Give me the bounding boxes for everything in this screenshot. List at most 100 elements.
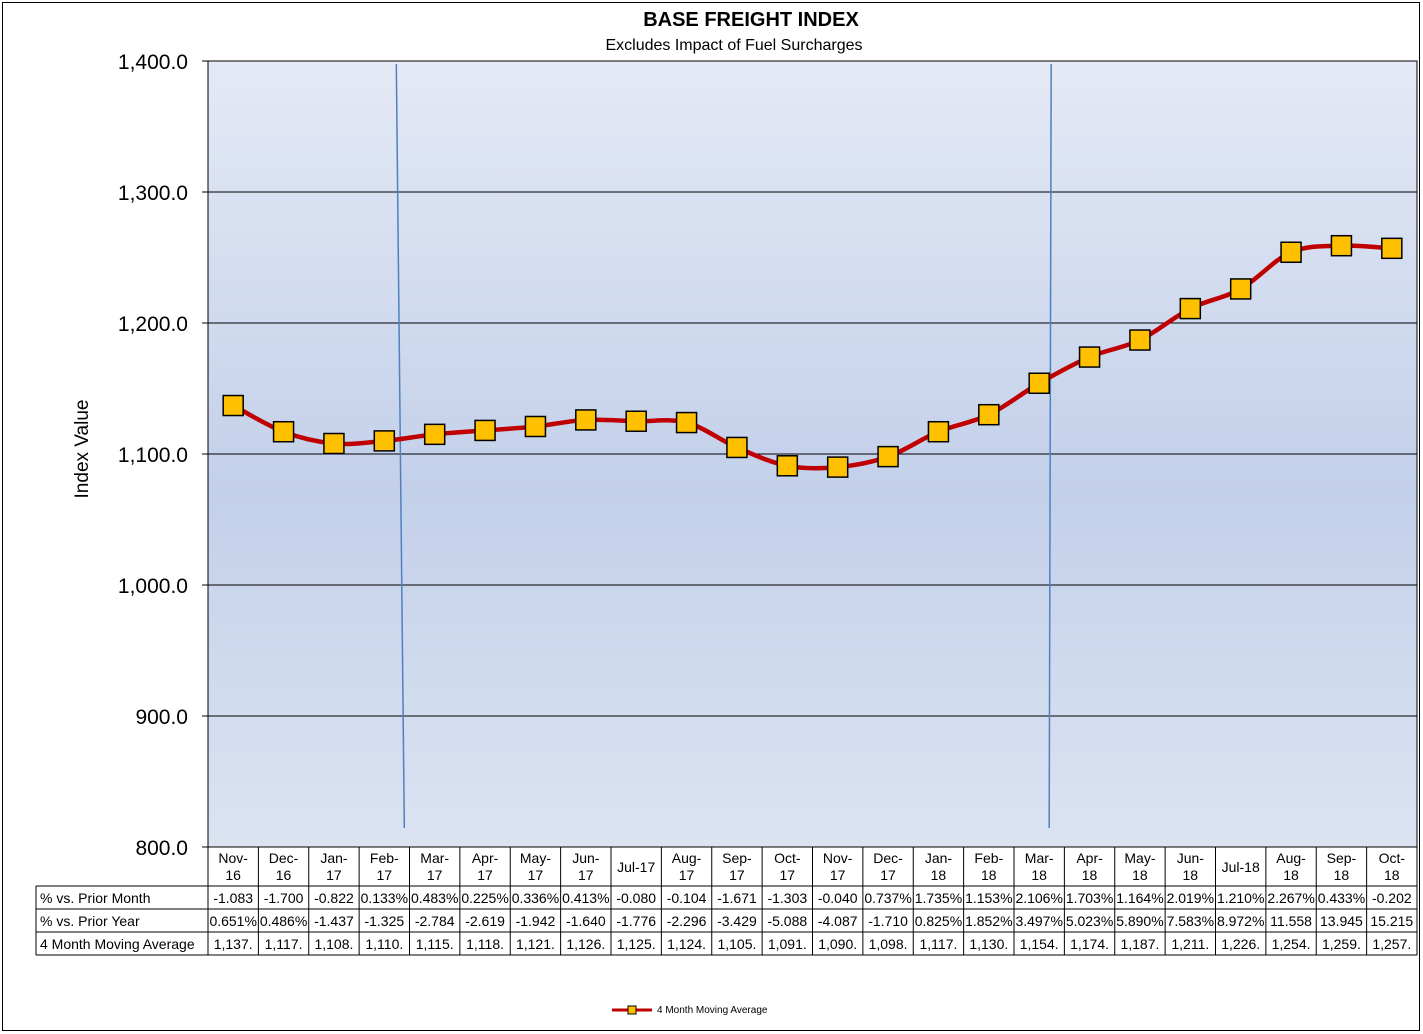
table-cell: 0.825% [915,913,962,929]
table-cell: 1,121. [516,936,555,952]
x-category-label: 18 [1031,867,1047,883]
table-cell: 1.153% [965,890,1012,906]
x-category-label: 18 [1334,867,1350,883]
data-point-marker [675,411,698,434]
table-cell: -1.083 [213,890,253,906]
x-category-label: Jul-18 [1222,859,1260,875]
table-cell: 0.225% [461,890,508,906]
x-category-label: May- [1124,850,1155,866]
data-point-marker [323,432,345,455]
table-cell: -0.040 [818,890,858,906]
table-cell: 2.019% [1167,890,1214,906]
x-category-label: Apr- [472,850,499,866]
x-category-label: 16 [225,867,241,883]
x-category-label: 17 [729,867,745,883]
x-category-label: 18 [981,867,997,883]
x-category-label: Sep- [1327,850,1357,866]
x-category-label: Aug- [672,850,702,866]
table-cell: 1,130. [969,936,1008,952]
table-cell: 1,174. [1070,936,1109,952]
table-cell: 1,124. [667,936,706,952]
table-cell: -1.325 [364,913,404,929]
table-cell: 3.497% [1015,913,1062,929]
table-row-label: 4 Month Moving Average [40,936,195,952]
x-category-label: Mar- [1025,850,1054,866]
x-category-label: 17 [880,867,896,883]
x-category-label: Apr- [1076,850,1103,866]
y-axis-label: Index Value [72,400,93,499]
data-point-marker [1179,297,1202,320]
table-cell: 0.737% [864,890,911,906]
table-cell: -1.710 [868,913,908,929]
table-cell: 1,117. [919,936,957,952]
x-category-label: 18 [1183,867,1199,883]
table-cell: 0.413% [562,890,609,906]
table-cell: -0.080 [616,890,656,906]
table-cell: -1.640 [566,913,606,929]
x-category-label: 18 [1283,867,1299,883]
legend-marker-swatch [627,1005,637,1015]
x-category-label: Jan- [320,850,348,866]
data-point-marker [927,420,950,443]
table-cell: -5.088 [767,913,807,929]
table-cell: 0.486% [260,913,307,929]
table-cell: 2.267% [1267,890,1314,906]
table-row-label: % vs. Prior Month [40,890,150,906]
table-cell: -1.942 [516,913,556,929]
x-category-label: May- [520,850,551,866]
table-cell: 5.890% [1116,913,1163,929]
table-cell: 2.106% [1015,890,1062,906]
y-tick-label: 900.0 [135,706,188,729]
table-cell: -2.296 [667,913,707,929]
table-cell: -2.784 [415,913,455,929]
table-cell: -4.087 [818,913,858,929]
data-point-marker [1229,278,1252,300]
data-point-marker [575,409,597,431]
table-cell: 1,154. [1020,936,1059,952]
table-cell: 15.215 [1370,913,1413,929]
table-cell: 1,257. [1372,936,1411,952]
x-category-label: Nov- [218,850,248,866]
x-category-label: Feb- [370,850,399,866]
data-point-marker [726,436,748,459]
data-point-marker [272,420,295,443]
table-cell: 1,126. [566,936,605,952]
table-cell: 1.852% [965,913,1012,929]
table-cell: 1,125. [617,936,656,952]
data-point-marker [978,403,1000,426]
x-category-label: Jan- [925,850,953,866]
data-point-marker [1078,346,1101,368]
x-category-label: 17 [578,867,594,883]
table-cell: 11.558 [1270,913,1312,929]
table-cell: -1.700 [264,890,304,906]
x-category-label: Feb- [974,850,1003,866]
gridlines [202,60,1417,848]
x-category-label: Oct- [774,850,801,866]
x-category-label: Dec- [269,850,299,866]
table-cell: -0.822 [314,890,354,906]
table-cell: -0.104 [667,890,707,906]
x-category-label: 17 [326,867,342,883]
table-cell: 1.703% [1066,890,1113,906]
table-cell: -1.303 [767,890,807,906]
x-category-label: Sep- [722,850,752,866]
y-tick-label: 1,300.0 [118,182,188,205]
table-cell: 1,098. [869,936,908,952]
vertical-marker-line [1048,63,1052,829]
chart-subtitle: Excludes Impact of Fuel Surcharges [605,37,862,54]
x-category-label: 17 [528,867,544,883]
data-point-marker [625,410,647,432]
x-category-label: 17 [427,867,443,883]
x-category-label: 17 [679,867,695,883]
table-cell: 1,091. [768,936,807,952]
legend: 4 Month Moving Average [612,1005,768,1016]
data-point-marker [776,455,799,477]
table-cell: 1,187. [1120,936,1159,952]
table-cell: 0.483% [411,890,458,906]
x-category-label: 17 [377,867,393,883]
x-category-label: Dec- [873,850,903,866]
x-category-label: Mar- [420,850,449,866]
data-point-marker [1129,329,1151,351]
table-cell: 1,211. [1171,936,1209,952]
